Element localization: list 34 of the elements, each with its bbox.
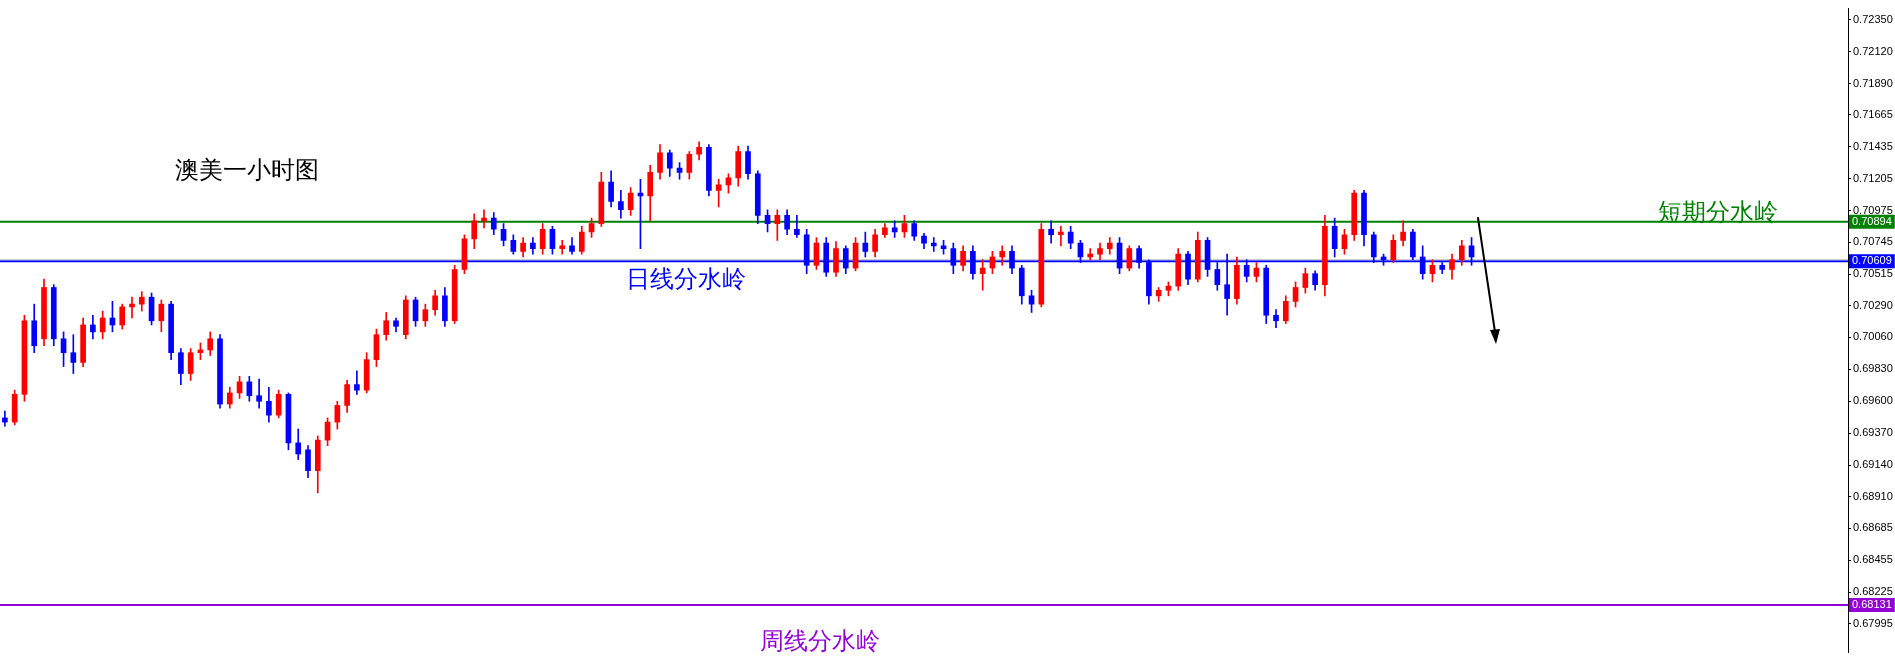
text: 0.70894 [1852,214,1892,227]
candlestick [1087,248,1094,261]
y-tick-label: 0.72120 [1853,44,1893,57]
y-tick-label: 0.71205 [1853,171,1893,184]
y-tick-label: 0.68910 [1853,490,1893,503]
candlestick [481,209,487,229]
text: 澳美一小时图 [175,156,319,185]
y-tick-label: 0.68455 [1853,553,1893,566]
y-tick-label: 0.71665 [1853,107,1893,120]
y-tick-label: 0.68685 [1853,521,1893,534]
y-tick-label: 0.69140 [1853,458,1893,471]
ref-line-label: 日线分水岭 [626,265,746,294]
y-tick-label: 0.68225 [1853,585,1893,598]
y-tick-label: 0.70975 [1853,203,1893,216]
candlestick [129,296,135,319]
y-tick-label: 0.69830 [1853,362,1893,375]
y-tick-label: 0.70290 [1853,298,1893,311]
ref-line-label: 周线分水岭 [760,627,880,656]
y-tick-label: 0.69370 [1853,426,1893,439]
y-tick-label: 0.67995 [1853,616,1893,629]
text: 0.70609 [1852,254,1892,267]
candlestick [1058,226,1064,247]
y-tick-label: 0.70745 [1853,235,1893,248]
text: 0.68131 [1852,598,1892,611]
y-tick-label: 0.71435 [1853,139,1893,152]
y-tick-label: 0.69600 [1853,394,1893,407]
y-tick-label: 0.72350 [1853,12,1893,25]
candlestick [930,237,937,252]
candlestick [559,239,566,255]
y-tick-label: 0.71890 [1853,76,1893,89]
y-tick-label: 0.70515 [1853,267,1893,280]
candlestick [354,370,360,395]
y-tick-label: 0.70060 [1853,330,1893,343]
candlestick [256,378,262,409]
